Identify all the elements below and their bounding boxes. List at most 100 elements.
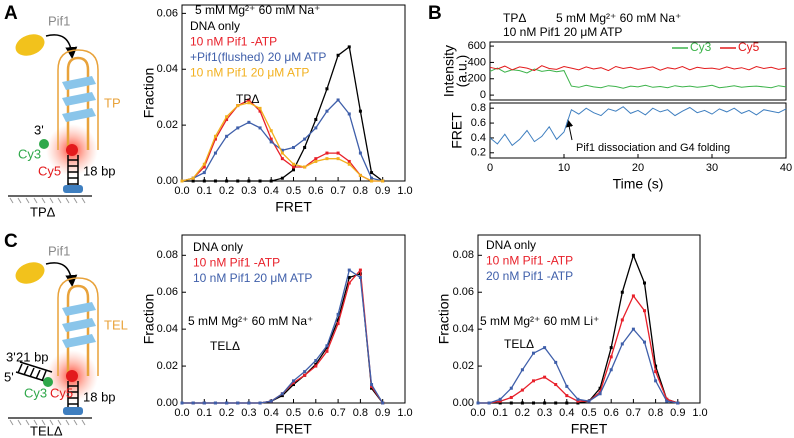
point bbox=[498, 397, 502, 401]
point bbox=[336, 151, 340, 155]
point bbox=[258, 179, 262, 183]
point bbox=[303, 370, 307, 374]
label: TELΔ bbox=[30, 423, 63, 438]
point bbox=[303, 145, 307, 149]
point bbox=[509, 386, 513, 390]
point bbox=[643, 309, 646, 313]
point bbox=[269, 140, 273, 144]
point bbox=[370, 176, 374, 180]
label: Cy5 bbox=[50, 385, 73, 400]
point bbox=[476, 401, 480, 405]
point bbox=[314, 118, 318, 122]
y-tick-label: 0.2 bbox=[471, 147, 486, 159]
label: TPΔ bbox=[30, 204, 56, 219]
point bbox=[532, 351, 535, 355]
point bbox=[631, 294, 635, 298]
point bbox=[314, 364, 318, 368]
x-tick-label: 40 bbox=[780, 162, 792, 174]
point bbox=[598, 390, 602, 394]
x-tick-label: 0.1 bbox=[197, 185, 212, 197]
enzyme-shape bbox=[15, 34, 45, 56]
biotin bbox=[63, 185, 83, 193]
point bbox=[620, 318, 624, 322]
point bbox=[336, 157, 340, 161]
label: 3' bbox=[6, 349, 16, 364]
point bbox=[247, 98, 251, 102]
y-tick-label: 0.6 bbox=[471, 117, 486, 129]
point bbox=[543, 401, 547, 405]
point bbox=[554, 360, 558, 364]
annotation: 5 mM Mg²⁺ 60 mM Na⁺ bbox=[188, 314, 313, 328]
series-line bbox=[489, 106, 787, 147]
x-tick-label: 0.9 bbox=[670, 407, 685, 419]
acceptor-dot bbox=[66, 370, 78, 382]
legend-label: Cy5 bbox=[738, 40, 760, 54]
x-tick-label: 1.0 bbox=[692, 407, 707, 419]
point bbox=[654, 364, 658, 368]
point bbox=[213, 401, 217, 405]
point bbox=[609, 355, 613, 359]
point bbox=[202, 179, 206, 183]
point bbox=[565, 384, 569, 388]
point bbox=[292, 145, 295, 149]
point bbox=[280, 148, 284, 152]
point bbox=[225, 134, 229, 138]
acceptor-dot bbox=[66, 144, 78, 156]
y-tick-label: 0.00 bbox=[157, 175, 178, 187]
y-tick-label: 0.06 bbox=[157, 286, 178, 298]
x-tick-label: 0.9 bbox=[375, 407, 390, 419]
point bbox=[370, 384, 374, 388]
x-tick-label: 0.7 bbox=[330, 407, 345, 419]
point bbox=[202, 171, 206, 175]
point bbox=[370, 171, 374, 175]
point bbox=[370, 386, 374, 390]
point bbox=[325, 87, 329, 91]
point bbox=[358, 109, 362, 113]
x-tick-label: 30 bbox=[706, 162, 718, 174]
point bbox=[213, 137, 217, 141]
x-tick-label: 0.1 bbox=[493, 407, 508, 419]
legend-label: 20 nM Pif1 -ATP bbox=[486, 269, 573, 283]
point bbox=[347, 159, 351, 163]
y-tick-label: 0.04 bbox=[157, 63, 178, 75]
point bbox=[213, 151, 217, 155]
x-tick-label: 0.9 bbox=[375, 185, 390, 197]
point bbox=[303, 137, 307, 141]
x-tick-label: 0.3 bbox=[537, 407, 552, 419]
point bbox=[191, 176, 195, 180]
y-tick-label: 0.02 bbox=[157, 360, 178, 372]
x-tick-label: 0.6 bbox=[308, 185, 323, 197]
x-tick-label: 0.5 bbox=[286, 407, 301, 419]
label: TP bbox=[104, 95, 121, 110]
legend-label: 10 nM Pif1 20 μM ATP bbox=[190, 66, 309, 80]
point bbox=[543, 375, 547, 379]
point bbox=[236, 401, 240, 405]
point bbox=[520, 401, 524, 405]
point bbox=[665, 397, 669, 401]
point bbox=[180, 401, 184, 405]
label: Cy3 bbox=[24, 385, 47, 400]
point bbox=[280, 151, 284, 155]
point bbox=[676, 401, 680, 405]
strand bbox=[57, 277, 99, 376]
point bbox=[576, 397, 580, 401]
schematic-a: Pif1 TP 3' Cy3 Cy5 18 bp TPΔ bbox=[8, 13, 121, 219]
point bbox=[358, 275, 362, 279]
point bbox=[225, 118, 229, 122]
strand bbox=[66, 56, 90, 150]
point bbox=[620, 290, 624, 294]
point bbox=[554, 383, 558, 387]
point bbox=[620, 342, 624, 346]
x-tick-label: 20 bbox=[632, 162, 644, 174]
point bbox=[280, 176, 284, 180]
point bbox=[247, 101, 251, 105]
point bbox=[336, 53, 340, 57]
point bbox=[565, 394, 569, 398]
annotation: Pif1 dissociation and G4 folding bbox=[576, 142, 730, 154]
y-axis-label: Intensity bbox=[441, 45, 457, 97]
point bbox=[336, 318, 340, 322]
biotin bbox=[63, 407, 83, 415]
point bbox=[325, 349, 329, 353]
point bbox=[292, 168, 295, 172]
x-tick-label: 0.5 bbox=[581, 407, 596, 419]
